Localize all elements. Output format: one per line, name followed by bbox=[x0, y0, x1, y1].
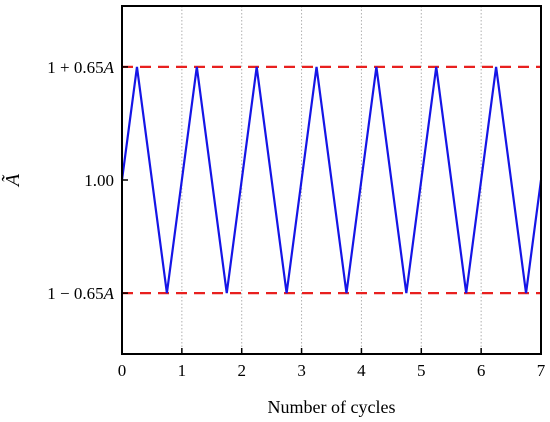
y-tick-label: 1 − 0.65A bbox=[47, 284, 114, 303]
x-tick-label: 4 bbox=[357, 361, 366, 380]
y-ticks: 1 + 0.65A 1.00 1 − 0.65A bbox=[47, 58, 128, 303]
x-tick-label: 7 bbox=[537, 361, 546, 380]
x-tick-label: 2 bbox=[237, 361, 246, 380]
series bbox=[120, 66, 543, 294]
x-tick-label: 6 bbox=[477, 361, 486, 380]
x-tick-label: 3 bbox=[297, 361, 306, 380]
series-line bbox=[120, 66, 543, 294]
reference-lines bbox=[122, 65, 541, 295]
x-tick-label: 1 bbox=[178, 361, 187, 380]
y-axis-label: Ã bbox=[0, 173, 24, 188]
y-tick-label: 1 + 0.65A bbox=[47, 58, 114, 77]
x-tick-label: 5 bbox=[417, 361, 426, 380]
x-axis-label: Number of cycles bbox=[268, 397, 396, 417]
x-tick-label: 0 bbox=[118, 361, 127, 380]
x-ticks: 0 1 2 3 4 5 6 7 bbox=[118, 348, 546, 380]
y-tick-label: 1.00 bbox=[84, 171, 114, 190]
